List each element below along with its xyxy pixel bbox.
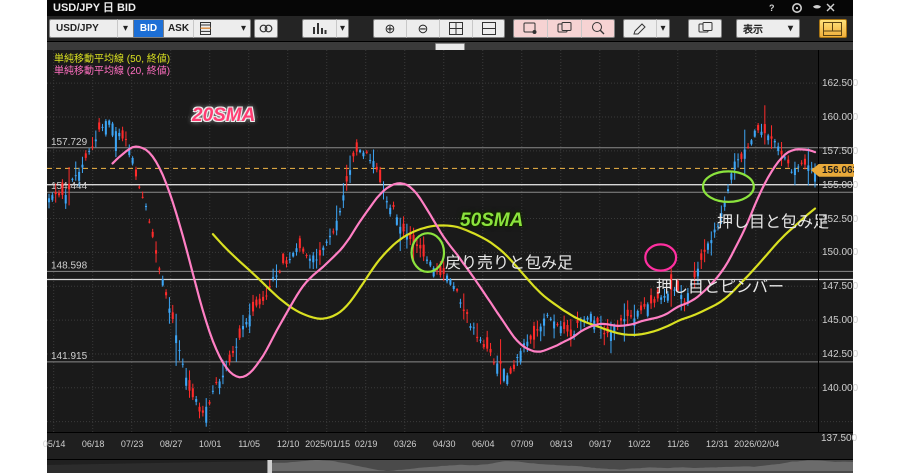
svg-text:148.598: 148.598 <box>51 260 88 271</box>
svg-text:?: ? <box>769 3 775 13</box>
svg-text:157.729: 157.729 <box>51 137 88 148</box>
svg-text:141.915: 141.915 <box>51 351 88 362</box>
